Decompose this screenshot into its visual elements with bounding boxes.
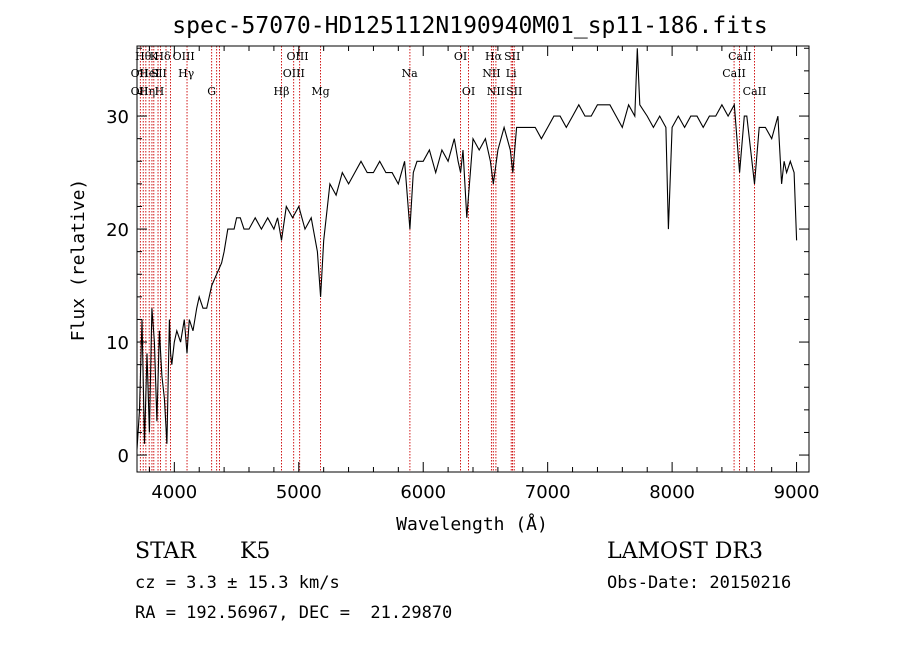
line-label-20: H xyxy=(155,85,165,98)
y-axis-label: Flux (relative) xyxy=(68,179,89,342)
plot-frame xyxy=(136,45,810,473)
spectral-line-markers xyxy=(139,46,755,472)
redshift-label: cz = 3.3 ± 15.3 km/s xyxy=(135,573,340,593)
chart-title: spec-57070-HD125112N190940M01_sp11-186.f… xyxy=(172,13,767,39)
coords-label: RA = 192.56967, DEC = 21.29870 xyxy=(135,603,453,623)
x-tick-label: 5000 xyxy=(276,482,322,503)
line-label-18: OII xyxy=(131,85,149,98)
line-label-1: K xyxy=(150,50,159,63)
line-label-19: Hη xyxy=(139,85,155,98)
x-axis: 4000 5000 6000 7000 8000 9000 xyxy=(148,46,820,503)
line-label-27: CaII xyxy=(743,85,767,98)
y-tick-label: 0 xyxy=(118,446,129,467)
x-tick-label: 8000 xyxy=(649,482,695,503)
x-tick-label: 9000 xyxy=(774,482,820,503)
line-label-2: Hδ xyxy=(154,50,171,63)
subclass-label: K5 xyxy=(240,539,271,564)
line-label-12: Hγ xyxy=(178,67,195,80)
line-label-10: HeI xyxy=(139,67,159,80)
y-tick-label: 10 xyxy=(106,333,129,354)
line-label-14: Na xyxy=(401,67,418,80)
line-label-17: CaII xyxy=(722,67,746,80)
y-axis: 0 10 20 30 xyxy=(106,47,809,467)
obs-date-label: Obs-Date: 20150216 xyxy=(607,573,792,593)
x-tick-label: 7000 xyxy=(525,482,571,503)
line-label-3: OIII xyxy=(173,50,195,63)
x-tick-label: 6000 xyxy=(400,482,446,503)
spectrum-line xyxy=(136,48,798,450)
line-label-0: Hθ xyxy=(135,50,152,63)
x-axis-label: Wavelength (Å) xyxy=(396,513,548,535)
y-tick-label: 20 xyxy=(106,220,129,241)
line-label-9: OII xyxy=(131,67,149,80)
line-label-5: OI xyxy=(454,50,467,63)
class-label: STAR xyxy=(135,539,196,564)
line-label-6: Hα xyxy=(485,50,503,63)
y-tick-label: 30 xyxy=(106,107,129,128)
survey-label: LAMOST DR3 xyxy=(607,539,763,564)
line-label-24: OI xyxy=(462,85,475,98)
line-label-13: OIII xyxy=(283,67,305,80)
line-label-26: SII xyxy=(506,85,522,98)
line-label-15: NII xyxy=(482,67,500,80)
line-label-11: SII xyxy=(151,67,167,80)
line-label-16: Li xyxy=(506,67,517,80)
line-label-21: G xyxy=(207,85,216,98)
line-label-8: CaII xyxy=(728,50,752,63)
line-label-7: SII xyxy=(504,50,520,63)
line-label-25: NII xyxy=(487,85,505,98)
line-label-22: Hβ xyxy=(274,85,290,98)
x-tick-label: 4000 xyxy=(151,482,197,503)
line-label-23: Mg xyxy=(311,85,329,98)
line-label-4: OIII xyxy=(287,50,309,63)
